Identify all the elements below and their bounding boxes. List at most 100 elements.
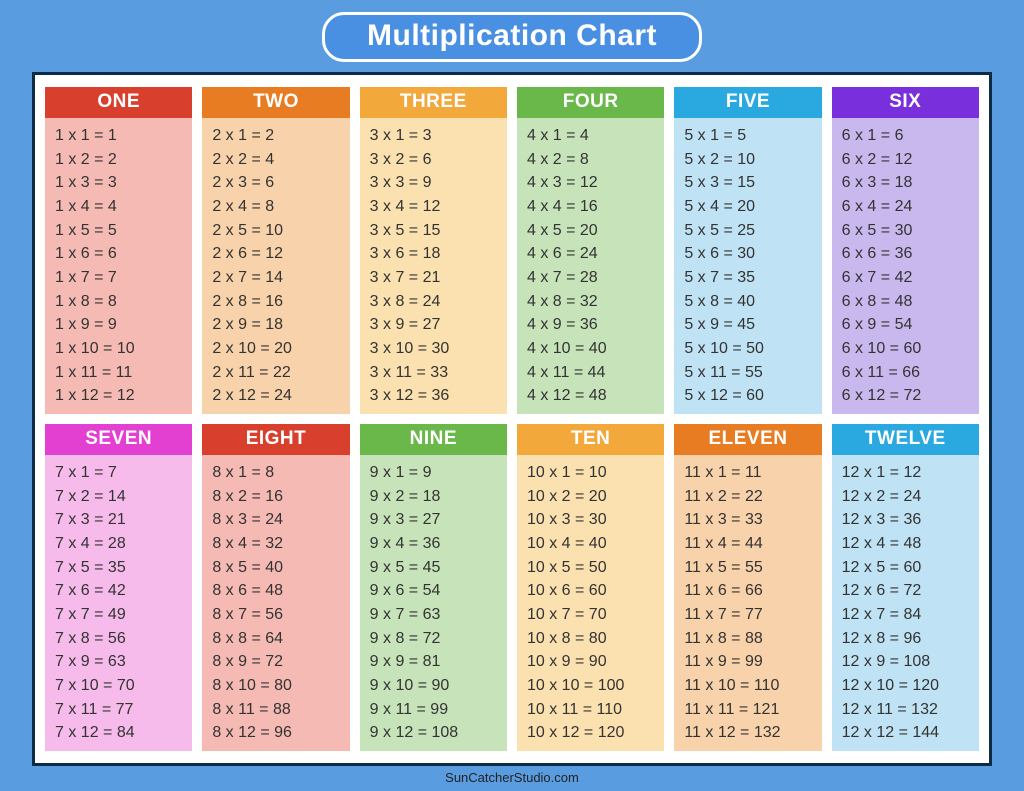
equation: 8 x 3 = 24 [212,509,341,531]
equation: 4 x 11 = 44 [527,362,656,384]
column-body: 10 x 1 = 1010 x 2 = 2010 x 3 = 3010 x 4 … [517,455,664,751]
equation: 6 x 5 = 30 [842,220,971,242]
equation: 3 x 1 = 3 [370,125,499,147]
equation: 8 x 10 = 80 [212,675,341,697]
equation: 2 x 10 = 20 [212,338,341,360]
equation: 4 x 4 = 16 [527,196,656,218]
equation: 10 x 3 = 30 [527,509,656,531]
equation: 12 x 3 = 36 [842,509,971,531]
column-header: NINE [360,424,507,455]
equation: 5 x 1 = 5 [684,125,813,147]
equation: 2 x 1 = 2 [212,125,341,147]
equation: 4 x 12 = 48 [527,385,656,407]
times-table-column: TEN10 x 1 = 1010 x 2 = 2010 x 3 = 3010 x… [517,424,664,751]
equation: 6 x 3 = 18 [842,172,971,194]
equation: 10 x 5 = 50 [527,557,656,579]
equation: 12 x 12 = 144 [842,722,971,744]
chart-row-1: ONE1 x 1 = 11 x 2 = 21 x 3 = 31 x 4 = 41… [45,87,979,414]
equation: 5 x 9 = 45 [684,314,813,336]
equation: 5 x 6 = 30 [684,243,813,265]
equation: 9 x 3 = 27 [370,509,499,531]
times-table-column: NINE9 x 1 = 99 x 2 = 189 x 3 = 279 x 4 =… [360,424,507,751]
equation: 1 x 5 = 5 [55,220,184,242]
equation: 2 x 5 = 10 [212,220,341,242]
column-body: 4 x 1 = 44 x 2 = 84 x 3 = 124 x 4 = 164 … [517,118,664,414]
equation: 3 x 4 = 12 [370,196,499,218]
equation: 6 x 12 = 72 [842,385,971,407]
times-table-column: SEVEN7 x 1 = 77 x 2 = 147 x 3 = 217 x 4 … [45,424,192,751]
equation: 8 x 1 = 8 [212,462,341,484]
equation: 7 x 9 = 63 [55,651,184,673]
chart-row-2: SEVEN7 x 1 = 77 x 2 = 147 x 3 = 217 x 4 … [45,424,979,751]
times-table-column: ELEVEN11 x 1 = 1111 x 2 = 2211 x 3 = 331… [674,424,821,751]
equation: 10 x 9 = 90 [527,651,656,673]
equation: 1 x 10 = 10 [55,338,184,360]
equation: 4 x 2 = 8 [527,149,656,171]
column-header: ONE [45,87,192,118]
equation: 10 x 6 = 60 [527,580,656,602]
equation: 2 x 7 = 14 [212,267,341,289]
times-table-column: ONE1 x 1 = 11 x 2 = 21 x 3 = 31 x 4 = 41… [45,87,192,414]
equation: 12 x 1 = 12 [842,462,971,484]
equation: 11 x 3 = 33 [684,509,813,531]
equation: 12 x 6 = 72 [842,580,971,602]
equation: 12 x 2 = 24 [842,486,971,508]
equation: 10 x 1 = 10 [527,462,656,484]
equation: 9 x 11 = 99 [370,699,499,721]
equation: 5 x 8 = 40 [684,291,813,313]
equation: 8 x 5 = 40 [212,557,341,579]
equation: 7 x 8 = 56 [55,628,184,650]
equation: 5 x 11 = 55 [684,362,813,384]
equation: 9 x 2 = 18 [370,486,499,508]
equation: 5 x 3 = 15 [684,172,813,194]
column-header: TWO [202,87,349,118]
column-body: 2 x 1 = 22 x 2 = 42 x 3 = 62 x 4 = 82 x … [202,118,349,414]
equation: 1 x 4 = 4 [55,196,184,218]
equation: 6 x 11 = 66 [842,362,971,384]
times-table-column: FIVE5 x 1 = 55 x 2 = 105 x 3 = 155 x 4 =… [674,87,821,414]
page-title: Multiplication Chart [367,19,657,52]
equation: 9 x 4 = 36 [370,533,499,555]
equation: 8 x 9 = 72 [212,651,341,673]
equation: 12 x 5 = 60 [842,557,971,579]
equation: 6 x 10 = 60 [842,338,971,360]
column-header: SIX [832,87,979,118]
chart-card: ONE1 x 1 = 11 x 2 = 21 x 3 = 31 x 4 = 41… [32,72,992,766]
equation: 5 x 7 = 35 [684,267,813,289]
equation: 8 x 12 = 96 [212,722,341,744]
times-table-column: SIX6 x 1 = 66 x 2 = 126 x 3 = 186 x 4 = … [832,87,979,414]
column-header: ELEVEN [674,424,821,455]
equation: 2 x 9 = 18 [212,314,341,336]
equation: 3 x 2 = 6 [370,149,499,171]
equation: 8 x 7 = 56 [212,604,341,626]
column-body: 8 x 1 = 88 x 2 = 168 x 3 = 248 x 4 = 328… [202,455,349,751]
equation: 8 x 6 = 48 [212,580,341,602]
equation: 11 x 7 = 77 [684,604,813,626]
equation: 6 x 2 = 12 [842,149,971,171]
column-body: 3 x 1 = 33 x 2 = 63 x 3 = 93 x 4 = 123 x… [360,118,507,414]
times-table-column: TWELVE12 x 1 = 1212 x 2 = 2412 x 3 = 361… [832,424,979,751]
equation: 8 x 11 = 88 [212,699,341,721]
equation: 10 x 7 = 70 [527,604,656,626]
equation: 4 x 3 = 12 [527,172,656,194]
column-body: 11 x 1 = 1111 x 2 = 2211 x 3 = 3311 x 4 … [674,455,821,751]
page-background: Multiplication Chart ONE1 x 1 = 11 x 2 =… [0,0,1024,791]
equation: 1 x 7 = 7 [55,267,184,289]
equation: 12 x 10 = 120 [842,675,971,697]
column-body: 12 x 1 = 1212 x 2 = 2412 x 3 = 3612 x 4 … [832,455,979,751]
equation: 1 x 3 = 3 [55,172,184,194]
equation: 1 x 2 = 2 [55,149,184,171]
equation: 6 x 9 = 54 [842,314,971,336]
equation: 9 x 8 = 72 [370,628,499,650]
equation: 11 x 6 = 66 [684,580,813,602]
equation: 5 x 4 = 20 [684,196,813,218]
column-header: THREE [360,87,507,118]
column-body: 1 x 1 = 11 x 2 = 21 x 3 = 31 x 4 = 41 x … [45,118,192,414]
equation: 7 x 3 = 21 [55,509,184,531]
equation: 4 x 10 = 40 [527,338,656,360]
equation: 7 x 5 = 35 [55,557,184,579]
equation: 4 x 6 = 24 [527,243,656,265]
equation: 2 x 3 = 6 [212,172,341,194]
equation: 9 x 7 = 63 [370,604,499,626]
equation: 8 x 2 = 16 [212,486,341,508]
